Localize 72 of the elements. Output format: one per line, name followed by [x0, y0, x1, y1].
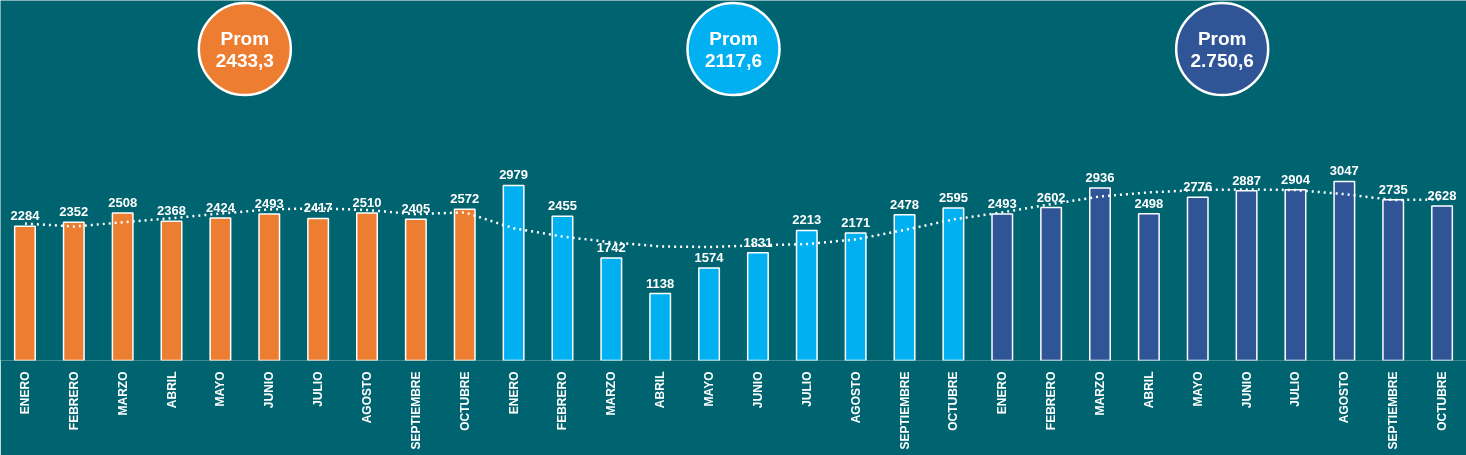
x-tick-label: JUNIO — [262, 371, 277, 409]
x-tick-label: MARZO — [1093, 371, 1107, 416]
data-label: 2478 — [890, 196, 919, 212]
x-tick-label: OCTUBRE — [946, 371, 961, 431]
x-tick-label: SEPTIEMBRE — [1386, 371, 1401, 450]
data-label: 2455 — [548, 198, 577, 214]
data-label: 2508 — [108, 195, 138, 211]
x-tick-label: MARZO — [604, 371, 619, 416]
data-label: 2498 — [1134, 195, 1164, 211]
bar — [649, 292, 672, 361]
data-label: 2510 — [352, 194, 382, 210]
x-tick-label: ABRIL — [1141, 371, 1156, 409]
data-label: 2368 — [157, 203, 186, 219]
data-label: 1574 — [694, 249, 725, 265]
x-tick-label: ABRIL — [653, 371, 668, 409]
data-label: 2417 — [303, 200, 333, 216]
data-label: 2284 — [10, 208, 41, 224]
data-label: 2602 — [1036, 189, 1066, 205]
x-tick-label: JULIO — [311, 371, 326, 407]
data-label: 2979 — [499, 167, 529, 183]
data-label: 2904 — [1281, 171, 1311, 187]
x-tick-label: JUNIO — [1239, 371, 1254, 409]
x-tick-label: ABRIL — [164, 371, 179, 409]
bar — [698, 267, 721, 361]
bar — [307, 217, 330, 361]
data-label: 2595 — [938, 189, 968, 205]
x-tick-label: MAYO — [1190, 371, 1205, 407]
x-tick-label: MAYO — [702, 371, 717, 407]
x-tick-label: SEPTIEMBRE — [408, 371, 423, 450]
data-label: 2735 — [1378, 181, 1408, 197]
text: Prom 2.750,6 — [1190, 27, 1254, 71]
bar — [746, 252, 769, 361]
x-tick-label: JULIO — [1288, 371, 1303, 407]
x-tick-label: OCTUBRE — [1435, 371, 1450, 431]
data-label: 2493 — [987, 195, 1017, 211]
text: Prom 2433,3 — [215, 27, 274, 71]
x-tick-label: AGOSTO — [848, 371, 863, 424]
data-label: 1742 — [596, 240, 626, 256]
data-label: 2405 — [401, 201, 431, 217]
x-tick-label: MARZO — [115, 371, 130, 416]
data-label: 3047 — [1329, 163, 1359, 179]
data-label: 2887 — [1232, 172, 1262, 188]
x-tick-label: AGOSTO — [360, 371, 374, 424]
data-label: 2572 — [450, 191, 480, 207]
x-tick-label: ENERO — [17, 371, 32, 415]
x-tick-label: SEPTIEMBRE — [897, 371, 912, 450]
x-tick-label: JULIO — [799, 371, 814, 407]
data-label: 2352 — [59, 204, 89, 220]
x-tick-label: MAYO — [213, 371, 228, 407]
x-tick-label: ENERO — [995, 371, 1010, 415]
bar — [1431, 205, 1454, 361]
x-tick-label: ENERO — [506, 371, 521, 415]
data-label: 2628 — [1427, 188, 1457, 204]
x-tick-label: FEBRERO — [555, 371, 570, 431]
bar — [1186, 196, 1209, 361]
bar — [1137, 212, 1160, 361]
data-label: 2776 — [1183, 179, 1213, 195]
x-tick-label: FEBRERO — [66, 371, 81, 431]
x-tick-label: OCTUBRE — [457, 371, 472, 431]
x-tick-label: AGOSTO — [1337, 371, 1352, 424]
bar — [600, 257, 623, 361]
data-label: 2424 — [205, 200, 236, 216]
data-label: 2493 — [254, 195, 284, 211]
data-label: 1138 — [646, 275, 675, 291]
bar — [404, 218, 427, 361]
data-label: 2171 — [841, 214, 871, 230]
x-tick-label: FEBRERO — [1044, 371, 1059, 431]
text: Prom 2117,6 — [704, 27, 763, 71]
data-label: 2936 — [1085, 169, 1115, 185]
data-label: 2213 — [792, 212, 822, 228]
x-tick-label: JUNIO — [750, 371, 765, 409]
data-label: 1831 — [743, 234, 773, 250]
